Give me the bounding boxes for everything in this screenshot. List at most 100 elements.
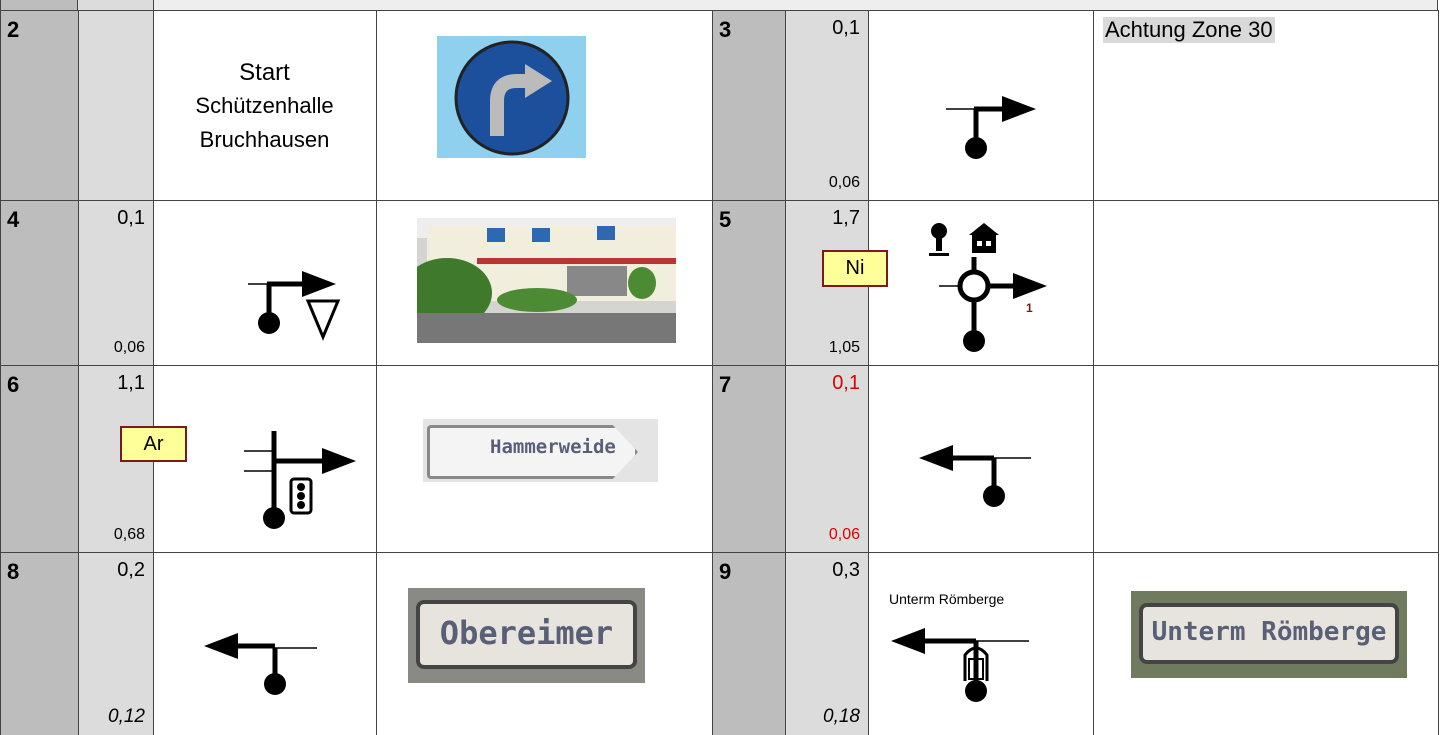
symbol-shape <box>1002 96 1036 122</box>
photo-cell: Obereimer <box>376 552 713 735</box>
number-cell: 2 <box>0 10 79 201</box>
total-distance: 0,12 <box>108 706 145 727</box>
direction-symbol <box>204 633 317 695</box>
symbol-cell <box>868 365 1094 553</box>
symbol-shape <box>936 237 942 251</box>
direction-symbol <box>929 223 1047 352</box>
sign-text: Obereimer <box>439 614 614 652</box>
symbol-shape <box>977 241 982 246</box>
distance-cell: 0,1 0,06 <box>785 10 869 201</box>
symbol-cell: Start Schützenhalle Bruchhausen <box>153 10 377 201</box>
photo-cell <box>1093 365 1439 553</box>
number-cell: 8 <box>0 552 79 735</box>
direction-symbol <box>248 271 341 341</box>
distance-cell: 0,2 0,12 <box>78 552 154 735</box>
distance-cell: 0,1 0,06 <box>785 365 869 553</box>
entry-number: 5 <box>719 207 732 232</box>
distance: 0,2 <box>117 559 145 581</box>
distance: 1,1 <box>117 372 145 394</box>
distance: 0,1 <box>117 207 145 229</box>
entry-number: 8 <box>7 559 20 584</box>
symbol-cell <box>153 552 377 735</box>
street-sign: Unterm Römberge <box>1131 591 1407 678</box>
number-cell: 4 <box>0 200 79 366</box>
distance: 1,7 <box>832 207 860 229</box>
symbol-shape <box>931 223 947 239</box>
symbol-shape <box>986 241 991 246</box>
photo-cell: Hammerweide <box>376 365 713 553</box>
number-cell: 6 <box>0 365 79 553</box>
total-distance: 0,18 <box>823 706 860 727</box>
symbol-shape <box>929 253 949 256</box>
total-distance: 1,05 <box>828 339 860 356</box>
symbol-cell: 1 <box>868 200 1094 366</box>
entry-number: 7 <box>719 372 732 397</box>
start-text: Bruchhausen <box>199 127 330 152</box>
distance-cell: 0,3 0,18 <box>785 552 869 735</box>
symbol-shape <box>302 271 336 297</box>
building-photo <box>417 218 676 343</box>
start-text: Schützenhalle <box>195 93 334 118</box>
symbol-shape <box>957 269 991 303</box>
direction-symbol <box>244 431 356 529</box>
symbol-shape <box>297 483 305 491</box>
symbol-cell <box>153 200 377 366</box>
total-distance: 0,06 <box>828 526 860 543</box>
number-cell: 9 <box>712 552 786 735</box>
symbol-shape <box>891 628 925 654</box>
place-tag: Ni <box>822 250 888 287</box>
distance: 0,3 <box>832 559 860 581</box>
entry-number: 4 <box>7 207 20 232</box>
photo-cell <box>1093 200 1439 366</box>
direction-symbol <box>919 445 1031 507</box>
direction-symbol <box>946 96 1036 159</box>
distance: 0,1 <box>832 17 860 39</box>
start-text: Start <box>239 59 290 86</box>
street-label: Unterm Römberge <box>889 591 1005 607</box>
total-distance: 0,68 <box>113 526 145 543</box>
sign-plate: Unterm Römberge <box>1139 603 1399 664</box>
symbol-shape <box>322 448 356 474</box>
symbol-cell <box>868 10 1094 201</box>
note: Achtung Zone 30 <box>1103 17 1275 43</box>
total-distance: 0,06 <box>113 339 145 356</box>
symbol-cell: Unterm Römberge <box>868 552 1094 735</box>
symbol-shape <box>972 235 996 253</box>
sign-plate: Obereimer <box>416 600 637 669</box>
symbol-shape <box>1013 273 1047 299</box>
symbol-shape <box>305 299 341 341</box>
distance-cell: 0,1 0,06 <box>78 200 154 366</box>
distance: 0,1 <box>832 372 860 394</box>
photo-cell: Unterm Römberge <box>1093 552 1439 735</box>
entry-number: 6 <box>7 372 20 397</box>
symbol-shape <box>969 223 999 235</box>
symbol-shape <box>297 492 305 500</box>
symbol-shape <box>919 445 953 471</box>
street-sign: Hammerweide <box>423 419 658 482</box>
symbol-shape <box>204 633 238 659</box>
total-distance: 0,06 <box>828 174 860 191</box>
direction-symbol <box>891 628 1029 702</box>
symbol-shape <box>297 501 305 509</box>
symbol-shape <box>963 646 989 681</box>
entry-number: 2 <box>7 17 20 42</box>
photo-cell <box>376 200 713 366</box>
number-cell: 3 <box>712 10 786 201</box>
number-cell: 7 <box>712 365 786 553</box>
photo-cell: Achtung Zone 30 <box>1093 10 1439 201</box>
sign-plate: Hammerweide <box>427 425 638 479</box>
symbol-shape <box>968 658 984 680</box>
symbol-shape <box>289 477 313 515</box>
sign-photo <box>437 36 586 158</box>
entry-number: 3 <box>719 17 732 42</box>
place-tag: Ar <box>120 426 187 462</box>
photo-cell <box>376 10 713 201</box>
sign-text: Hammerweide <box>490 436 616 458</box>
exit-number: 1 <box>1026 301 1033 315</box>
sign-text: Unterm Römberge <box>1151 617 1387 647</box>
distance-cell <box>78 10 154 201</box>
street-sign: Obereimer <box>408 588 645 683</box>
entry-number: 9 <box>719 559 732 584</box>
number-cell: 5 <box>712 200 786 366</box>
